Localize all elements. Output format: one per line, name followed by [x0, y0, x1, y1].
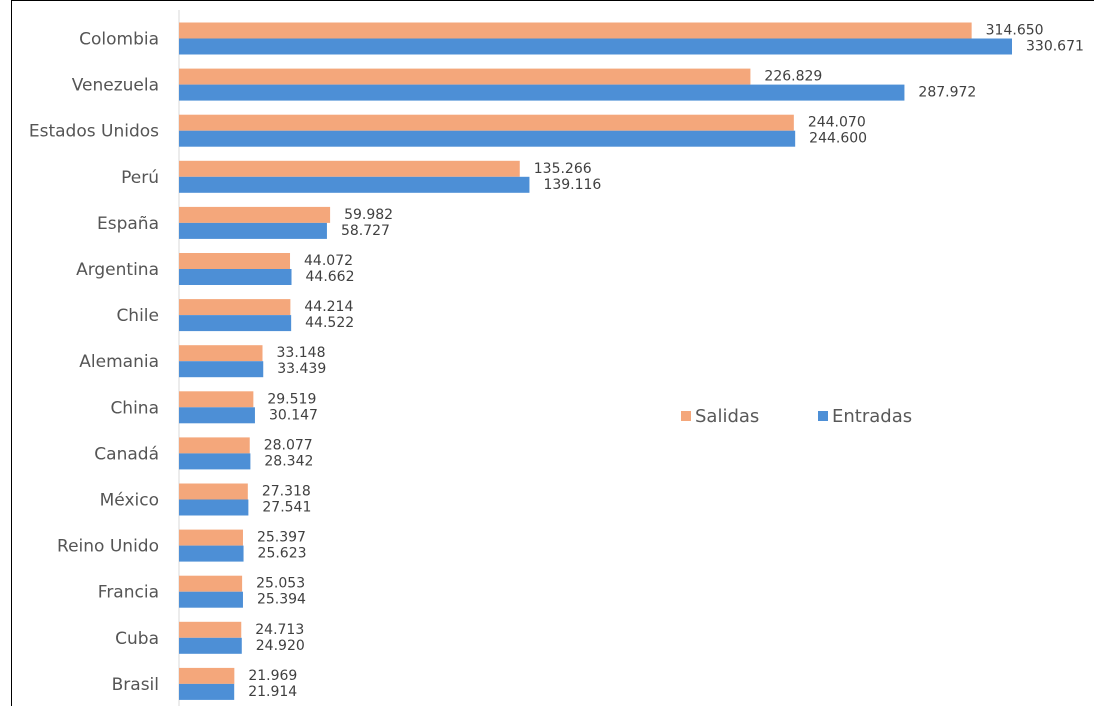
bar-entradas-peru	[179, 176, 530, 193]
legend-swatch-salidas	[681, 411, 691, 421]
value-label-entradas-colombia: 330.671	[1026, 39, 1084, 55]
value-label-salidas-mexico: 27.318	[262, 484, 311, 500]
bar-entradas-china	[179, 407, 255, 424]
bar-entradas-alemania	[179, 361, 264, 378]
category-label-canada: Canadá	[94, 444, 159, 464]
bar-entradas-colombia	[179, 38, 1012, 55]
bar-entradas-francia	[179, 591, 243, 608]
value-label-entradas-espana: 58.727	[341, 223, 390, 239]
bar-entradas-mexico	[179, 499, 249, 516]
bar-salidas-canada	[179, 437, 250, 454]
value-label-salidas-estados-unidos: 244.070	[808, 115, 866, 131]
bar-salidas-cuba	[179, 621, 242, 638]
category-label-chile: Chile	[116, 306, 159, 326]
category-label-brasil: Brasil	[112, 675, 159, 695]
bar-entradas-canada	[179, 453, 251, 470]
bar-salidas-venezuela	[179, 68, 751, 85]
bar-salidas-mexico	[179, 483, 248, 500]
value-label-entradas-reino-unido: 25.623	[258, 546, 307, 562]
category-label-peru: Perú	[121, 168, 159, 188]
value-label-salidas-francia: 25.053	[256, 576, 305, 592]
chart-frame	[11, 0, 1094, 706]
value-label-entradas-estados-unidos: 244.600	[809, 131, 867, 147]
value-label-salidas-argentina: 44.072	[304, 253, 353, 269]
value-label-entradas-china: 30.147	[269, 407, 318, 423]
category-label-venezuela: Venezuela	[72, 76, 159, 96]
value-label-salidas-colombia: 314.650	[986, 23, 1044, 39]
value-label-entradas-mexico: 27.541	[262, 500, 311, 516]
category-label-mexico: México	[100, 491, 159, 511]
category-label-alemania: Alemania	[79, 352, 159, 372]
bar-salidas-peru	[179, 160, 520, 177]
bar-entradas-chile	[179, 315, 292, 332]
legend: Salidas Entradas	[681, 406, 912, 427]
value-label-salidas-brasil: 21.969	[248, 668, 297, 684]
bar-salidas-colombia	[179, 22, 972, 39]
value-label-entradas-canada: 28.342	[264, 453, 313, 469]
value-label-salidas-reino-unido: 25.397	[257, 530, 306, 546]
bar-entradas-espana	[179, 222, 327, 239]
value-label-entradas-alemania: 33.439	[277, 361, 326, 377]
category-label-colombia: Colombia	[79, 30, 159, 50]
bar-entradas-cuba	[179, 637, 242, 654]
value-label-salidas-peru: 135.266	[534, 161, 592, 177]
bar-salidas-argentina	[179, 253, 291, 269]
bar-entradas-estados-unidos	[179, 130, 796, 147]
legend-swatch-entradas	[818, 411, 828, 421]
category-label-argentina: Argentina	[76, 260, 159, 280]
bar-salidas-china	[179, 391, 254, 408]
value-label-salidas-chile: 44.214	[304, 299, 353, 315]
bar-salidas-brasil	[179, 667, 235, 684]
value-label-entradas-venezuela: 287.972	[918, 85, 976, 101]
category-label-cuba: Cuba	[115, 629, 159, 649]
value-label-salidas-alemania: 33.148	[277, 345, 326, 361]
category-label-reino-unido: Reino Unido	[57, 537, 159, 557]
bar-salidas-estados-unidos	[179, 114, 794, 131]
value-label-salidas-china: 29.519	[267, 391, 316, 407]
value-label-entradas-chile: 44.522	[305, 315, 354, 331]
value-label-salidas-cuba: 24.713	[255, 622, 304, 638]
bar-salidas-francia	[179, 575, 243, 592]
category-label-espana: España	[97, 214, 159, 234]
value-label-entradas-brasil: 21.914	[248, 684, 297, 700]
bar-entradas-venezuela	[179, 84, 905, 101]
category-label-estados-unidos: Estados Unidos	[29, 122, 159, 142]
value-label-salidas-venezuela: 226.829	[764, 69, 822, 85]
value-label-salidas-espana: 59.982	[344, 207, 393, 223]
category-label-francia: Francia	[98, 583, 159, 603]
bar-salidas-reino-unido	[179, 529, 243, 546]
bar-entradas-brasil	[179, 683, 235, 700]
value-label-entradas-francia: 25.394	[257, 592, 306, 608]
bar-salidas-espana	[179, 206, 331, 223]
value-label-entradas-peru: 139.116	[543, 177, 601, 193]
bar-salidas-alemania	[179, 345, 263, 362]
category-label-china: China	[110, 398, 159, 418]
value-label-entradas-cuba: 24.920	[256, 638, 305, 654]
bar-salidas-chile	[179, 299, 291, 316]
bar-entradas-reino-unido	[179, 545, 244, 562]
value-label-salidas-canada: 28.077	[264, 437, 313, 453]
legend-label-salidas: Salidas	[695, 406, 759, 427]
bar-entradas-argentina	[179, 269, 292, 285]
legend-label-entradas: Entradas	[832, 406, 912, 427]
value-label-entradas-argentina: 44.662	[306, 269, 355, 285]
